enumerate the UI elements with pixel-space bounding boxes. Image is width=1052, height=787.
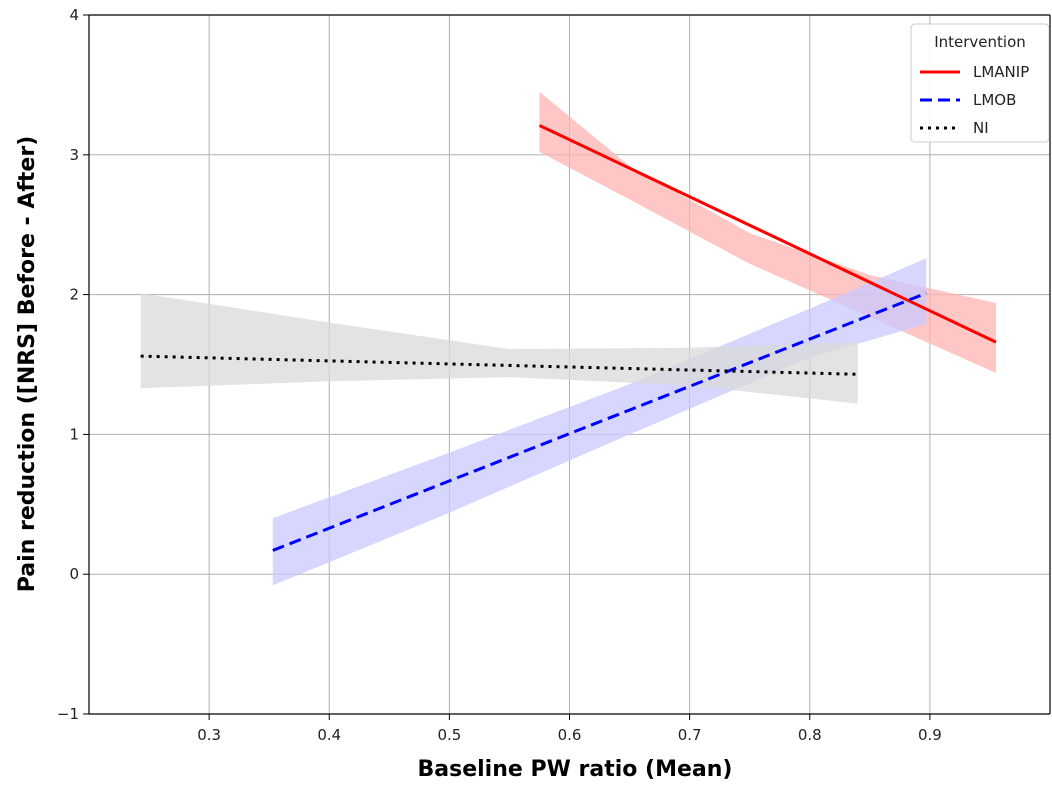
y-tick-label: 4 [69, 6, 79, 24]
series-line-lmob [272, 291, 927, 552]
legend-label-lmob: LMOB [973, 91, 1016, 109]
y-tick-label: 0 [69, 565, 79, 583]
axes-layer: 0.3 0.4 0.5 0.6 0.7 0.8 0.9 −1 0 1 2 3 4 [57, 6, 1051, 744]
series-line-layer [140, 124, 997, 552]
legend: Intervention LMANIP LMOB NI [910, 23, 1050, 143]
x-tick-label: 0.9 [918, 726, 942, 744]
confidence-band-ni [140, 293, 858, 404]
y-tick-label: 2 [69, 286, 79, 304]
x-tick-label: 0.7 [678, 726, 702, 744]
x-tick-label: 0.6 [558, 726, 582, 744]
y-axis-title: Pain reduction ([NRS] Before - After) [15, 136, 40, 593]
y-tick-label: −1 [57, 705, 79, 723]
y-tick-label: 1 [69, 425, 79, 443]
legend-label-ni: NI [973, 119, 989, 137]
y-tick-label: 3 [69, 146, 79, 164]
series-line-lmanip [538, 124, 997, 344]
legend-box [910, 23, 1050, 143]
legend-title: Intervention [934, 33, 1026, 51]
x-tick-label: 0.8 [798, 726, 822, 744]
legend-label-lmanip: LMANIP [973, 63, 1029, 81]
x-axis-title: Baseline PW ratio (Mean) [418, 757, 733, 782]
x-tick-label: 0.4 [317, 726, 341, 744]
x-tick-label: 0.3 [197, 726, 221, 744]
x-tick-label: 0.5 [437, 726, 461, 744]
